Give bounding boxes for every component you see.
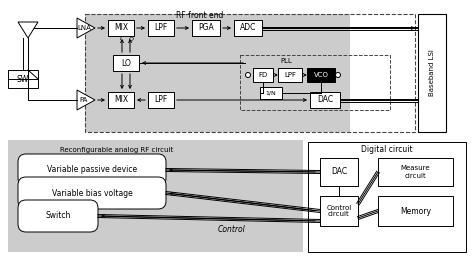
Bar [8,70,38,88]
Bar [148,20,174,36]
Bar [278,68,302,82]
Text: MIX: MIX [114,95,128,104]
Text: LPF: LPF [284,72,296,78]
Bar [378,158,453,186]
Text: ADC: ADC [240,24,256,33]
Text: Q: Q [128,37,134,41]
Text: FD: FD [258,72,268,78]
Circle shape [336,72,340,78]
Bar [240,55,390,110]
Text: Baseband LSI: Baseband LSI [429,50,435,97]
Bar [108,92,134,108]
Text: Control: Control [218,226,246,234]
Text: LPF: LPF [155,95,168,104]
Bar [192,20,220,36]
Bar [320,196,358,226]
Text: Memory: Memory [400,207,431,216]
Text: Variable passive device: Variable passive device [47,165,137,175]
Bar [234,20,262,36]
Bar [378,196,453,226]
Bar [113,55,139,71]
Text: Control
circuit: Control circuit [327,205,352,218]
Text: Variable bias voltage: Variable bias voltage [52,188,132,197]
Bar [253,68,273,82]
Circle shape [246,72,250,78]
Text: PGA: PGA [198,24,214,33]
Bar [308,142,466,252]
Bar [418,14,446,132]
Text: 1/N: 1/N [265,91,276,95]
Text: LPF: LPF [155,24,168,33]
Text: I: I [120,37,122,41]
Bar [148,92,174,108]
Text: LNA: LNA [77,25,91,31]
Text: DAC: DAC [331,167,347,176]
Bar [320,158,358,186]
Bar [260,87,282,99]
Text: DAC: DAC [317,95,333,104]
Text: PA: PA [80,97,88,103]
FancyBboxPatch shape [18,154,166,186]
Text: PLL: PLL [280,58,292,64]
Polygon shape [18,22,38,38]
Bar [85,14,415,132]
Text: VCO: VCO [314,72,328,78]
Text: Switch: Switch [46,211,71,220]
FancyBboxPatch shape [18,200,98,232]
Bar [310,92,340,108]
Bar [8,140,303,252]
Polygon shape [77,90,95,110]
Text: Reconfigurable analog RF circuit: Reconfigurable analog RF circuit [60,147,173,153]
Bar [307,68,335,82]
Text: Measure
circuit: Measure circuit [401,165,430,178]
Text: Digital circuit: Digital circuit [361,145,413,155]
FancyBboxPatch shape [18,177,166,209]
Text: RF front end: RF front end [176,11,224,20]
Bar [108,20,134,36]
Text: LO: LO [121,59,131,68]
Bar [85,14,350,132]
Polygon shape [77,18,95,38]
Text: SW: SW [17,74,29,83]
Text: MIX: MIX [114,24,128,33]
